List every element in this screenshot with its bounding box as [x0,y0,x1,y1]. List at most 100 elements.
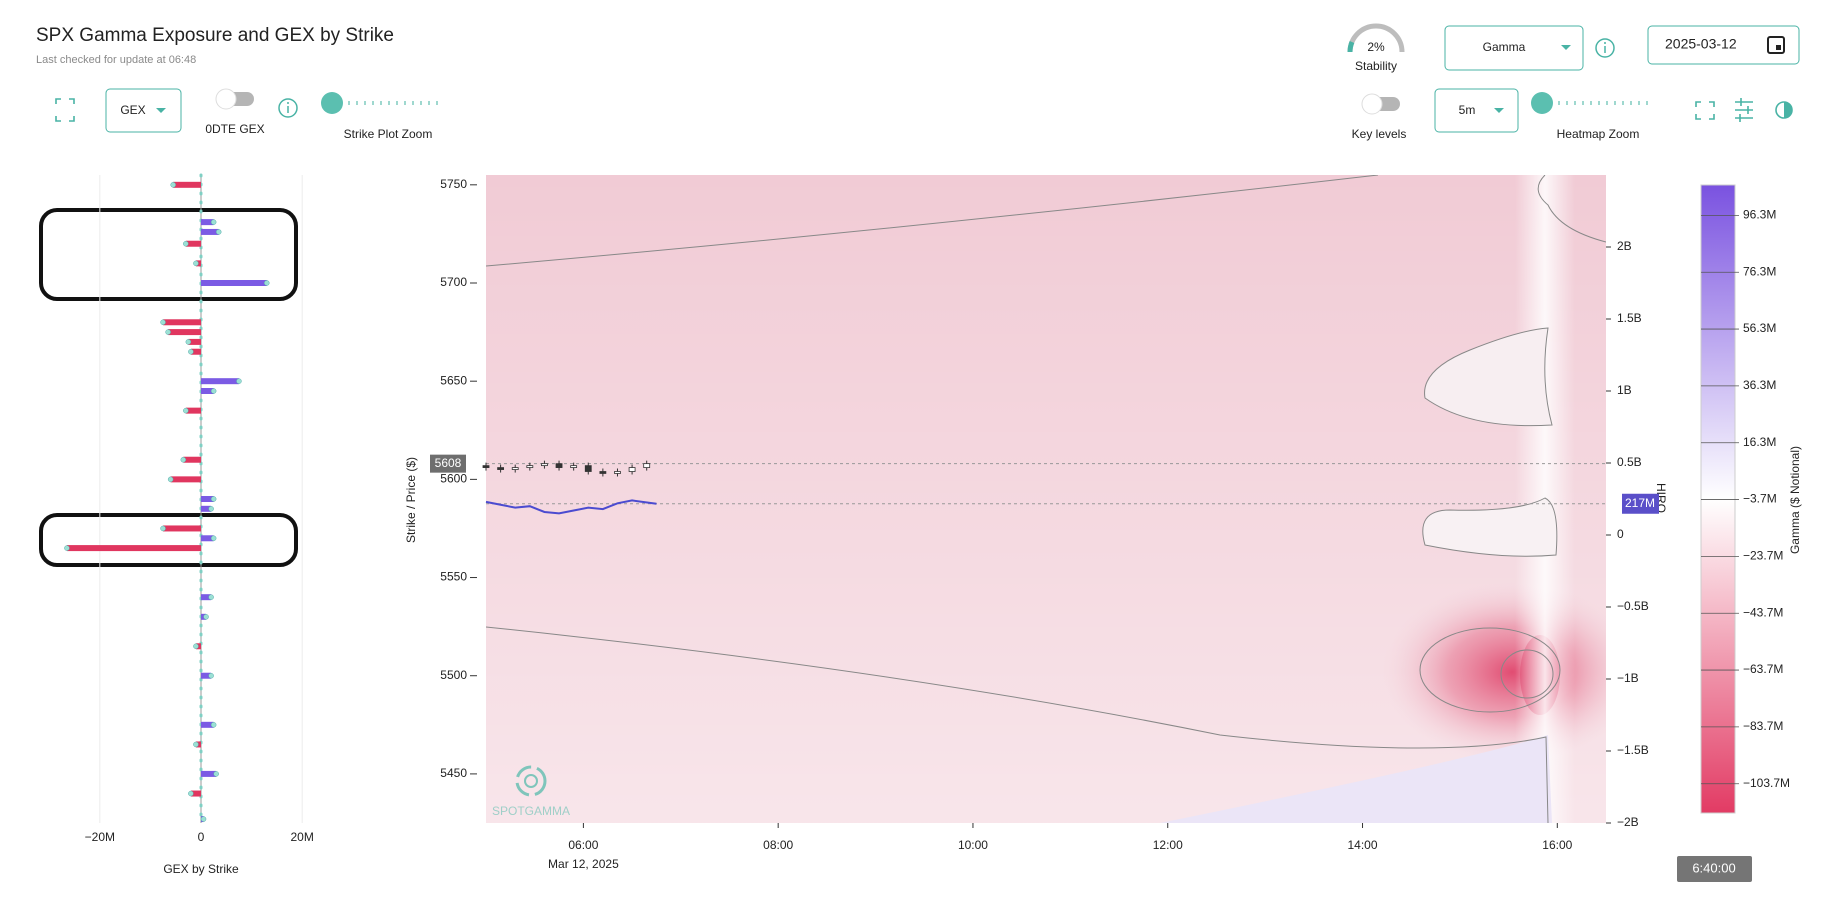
calendar-icon[interactable] [1767,36,1785,54]
info-icon[interactable] [278,98,298,118]
info-circle[interactable] [278,98,298,118]
bar-end [213,771,219,777]
colorbar [1700,184,1736,814]
slider-thumb[interactable] [1531,92,1553,114]
strike-zoom-slider[interactable] [321,92,444,114]
bar-end [193,741,199,748]
key-levels-toggle[interactable] [1361,93,1400,115]
stability-label: Stability [1355,59,1397,73]
bar-end [64,545,70,551]
y-tick-label: 5750 [440,177,467,191]
y2-tick-label: 2B [1617,239,1632,253]
y-tick-label: 5500 [440,668,467,682]
info-dot[interactable] [1604,42,1606,44]
hiro-tag-label: 217M [1625,496,1655,510]
toggle-knob[interactable] [1361,93,1383,115]
info-icon[interactable] [1595,38,1615,58]
y2-tick-label: 1B [1617,383,1632,397]
bar [201,388,214,394]
dropdown-arrow[interactable] [1561,45,1571,50]
bar-end [200,816,207,822]
slider-label: Heatmap Zoom [1557,127,1640,141]
info-circle[interactable] [1595,38,1615,58]
candle [628,467,636,472]
candle [614,471,621,474]
bar-end [170,182,176,188]
bar [170,476,201,483]
select-box[interactable] [1444,25,1584,71]
watermark: SPOTGAMMA [492,804,570,818]
candle [599,471,607,474]
stability-value: 2% [1367,40,1385,54]
contour [486,626,1549,823]
x-date-label: Mar 12, 2025 [548,857,619,871]
candle [555,463,563,468]
select-box[interactable] [105,88,182,133]
slider-thumb[interactable] [321,92,343,114]
select-box[interactable] [1434,88,1519,133]
odte-toggle[interactable] [215,88,254,110]
date-value[interactable]: 2025-03-12 [1665,36,1737,52]
bar-end [193,643,199,650]
bar [190,790,201,797]
y2-tick-label: −0.5B [1617,599,1649,613]
hiro-tag [1622,493,1659,514]
bar [163,525,201,532]
dropdown-arrow[interactable] [1494,108,1504,113]
bar [188,338,201,345]
bar [201,770,217,777]
expand-icon[interactable] [1695,101,1715,120]
settings-icon[interactable] [1735,98,1753,122]
colorbar-tick-label: 56.3M [1743,321,1776,335]
bar [201,219,214,226]
colorbar-tick-label: −3.7M [1743,492,1777,506]
bar-end [160,319,166,326]
bar-end [183,240,189,247]
dropdown-arrow[interactable] [156,108,166,113]
date-picker[interactable]: 2025-03-12 [1647,25,1800,65]
bar [201,535,214,542]
colorbar-tick-label: 76.3M [1743,264,1776,278]
select-value[interactable]: 5m [1459,103,1476,117]
logo-ring [524,774,538,788]
colorbar-tick-label: −43.7M [1743,605,1783,619]
y2-tick-label: 1.5B [1617,311,1642,325]
contour [486,175,1379,267]
x-tick-label: −20M [85,830,115,844]
expand-icon[interactable] [55,98,75,122]
bar-end [185,339,192,345]
toggle-label: Key levels [1352,127,1407,141]
bar [201,496,214,502]
y2-tick-label: −1B [1617,671,1639,685]
interval-select[interactable]: 5m [1434,88,1519,133]
contour [1500,649,1554,699]
candle [541,463,548,467]
y2-tick-label: −1.5B [1617,743,1649,757]
colorbar-tick-label: −103.7M [1743,776,1790,790]
watermark-logo [515,765,547,797]
colorbar-title: Gamma ($ Notional) [1788,446,1802,554]
bar-end [210,219,217,225]
bar-end [167,476,174,483]
metric-select[interactable]: Gamma [1444,25,1584,71]
bar-end [160,525,166,532]
select-value[interactable]: GEX [120,103,145,117]
date-box[interactable] [1647,25,1800,65]
bar-end [264,280,270,286]
x-axis-title: GEX by Strike [163,862,239,876]
contrast-icon-fill[interactable] [1784,102,1792,118]
contour [1424,327,1553,427]
colorbar-tick-label: 16.3M [1743,435,1776,449]
select-value[interactable]: Gamma [1483,40,1526,54]
slider-label: Strike Plot Zoom [344,127,433,141]
bar-end [210,722,217,728]
heatmap-positive-zone [1160,735,1552,823]
info-dot[interactable] [287,102,289,104]
gex-select[interactable]: GEX [105,88,182,133]
toggle-knob[interactable] [215,88,237,110]
y-tick-label: 5600 [440,472,467,486]
calendar-icon-day[interactable] [1776,45,1781,50]
heatmap-zoom-slider[interactable] [1531,92,1654,114]
y2-tick-label: 0.5B [1617,455,1642,469]
